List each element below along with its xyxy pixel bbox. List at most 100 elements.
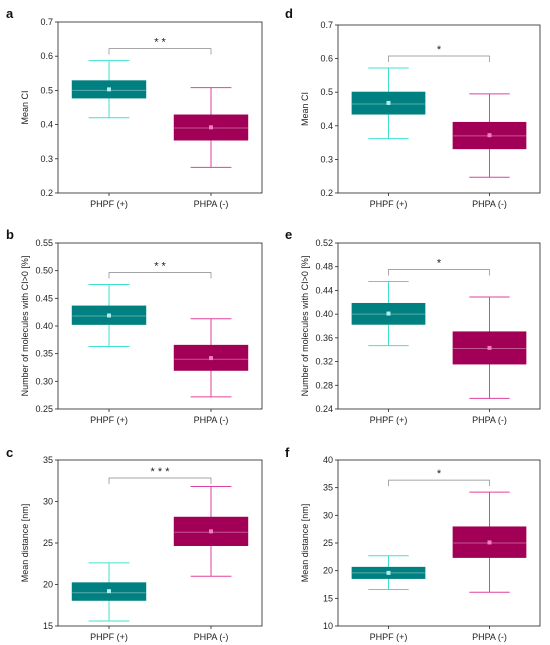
y-tick-label: 25 bbox=[43, 538, 53, 548]
significance-stars: * bbox=[437, 44, 442, 56]
x-tick-label: PHPF (+) bbox=[90, 415, 128, 425]
y-tick-label: 0.48 bbox=[315, 262, 333, 272]
panel-f: f 10 15 20 25 30 35 40 Mean distance [nm] PHPF (+… bbox=[285, 445, 541, 642]
x-tick-label: PHPA (-) bbox=[472, 199, 507, 209]
x-tick-label: PHPF (+) bbox=[90, 199, 128, 209]
box-phpf bbox=[71, 60, 147, 119]
plot-frame bbox=[57, 21, 263, 194]
panel-letter: a bbox=[6, 6, 14, 21]
y-tick-label: 15 bbox=[43, 621, 53, 631]
y-tick-label: 0.30 bbox=[35, 376, 53, 386]
panel-b: b 0.25 0.30 0.35 0.40 0.45 0.50 0.55 Number of m… bbox=[6, 227, 263, 425]
y-tick-label: 0.3 bbox=[320, 154, 333, 164]
panel-a: a 0.2 0.3 0.4 0.5 0.6 0.7 Mean CI PHPF (+) PHPA (… bbox=[6, 6, 263, 209]
y-tick-label: 0.40 bbox=[35, 321, 53, 331]
y-tick-label: 0.6 bbox=[320, 54, 333, 64]
mean-marker bbox=[386, 570, 391, 575]
y-tick-label: 0.3 bbox=[40, 154, 53, 164]
y-tick-label: 0.4 bbox=[40, 120, 53, 130]
y-tick-label: 0.5 bbox=[320, 87, 333, 97]
significance-bracket bbox=[388, 479, 490, 487]
y-tick-label: 0.40 bbox=[315, 309, 333, 319]
mean-marker bbox=[209, 529, 213, 534]
y-axis-label: Mean CI bbox=[300, 92, 310, 126]
box-phpa bbox=[452, 491, 527, 593]
y-axis-label: Mean distance [nm] bbox=[300, 504, 310, 583]
mean-marker bbox=[209, 125, 213, 130]
x-tick-label: PHPA (-) bbox=[472, 415, 507, 425]
mean-marker bbox=[107, 87, 111, 92]
mean-marker bbox=[487, 345, 492, 350]
y-tick-label: 25 bbox=[323, 538, 333, 548]
y-tick-label: 20 bbox=[43, 580, 53, 590]
y-tick-label: 10 bbox=[323, 621, 333, 631]
y-tick-label: 0.32 bbox=[315, 357, 333, 367]
x-tick-label: PHPA (-) bbox=[472, 632, 507, 642]
plot-frame bbox=[337, 24, 541, 194]
x-tick-label: PHPA (-) bbox=[194, 632, 229, 642]
panel-d: d 0.2 0.3 0.4 0.5 0.6 0.7 Mean CI PHPF (+) PHPA (… bbox=[285, 6, 541, 209]
mean-marker bbox=[487, 540, 492, 545]
y-tick-label: 30 bbox=[43, 497, 53, 507]
significance-bracket bbox=[108, 477, 212, 484]
y-tick-label: 0.2 bbox=[320, 188, 333, 198]
y-tick-label: 15 bbox=[323, 593, 333, 603]
significance-bracket bbox=[388, 269, 490, 276]
y-tick-label: 0.5 bbox=[40, 85, 53, 95]
mean-marker bbox=[209, 356, 213, 361]
y-tick-label: 35 bbox=[323, 483, 333, 493]
y-tick-label: 0.55 bbox=[35, 238, 53, 248]
significance-stars: * * bbox=[154, 37, 166, 49]
y-tick-label: 0.35 bbox=[35, 349, 53, 359]
y-tick-label: 0.2 bbox=[40, 188, 53, 198]
mean-marker bbox=[107, 313, 111, 318]
y-tick-label: 35 bbox=[43, 455, 53, 465]
box-phpf bbox=[351, 67, 426, 140]
panel-letter: c bbox=[6, 445, 13, 460]
y-tick-label: 0.45 bbox=[35, 293, 53, 303]
box-phpf bbox=[71, 562, 147, 622]
y-tick-label: 0.52 bbox=[315, 238, 333, 248]
significance-stars: * * * bbox=[151, 466, 171, 478]
box-phpf bbox=[351, 281, 426, 347]
box-phpf bbox=[351, 555, 426, 590]
mean-marker bbox=[386, 100, 391, 105]
x-tick-label: PHPF (+) bbox=[370, 632, 408, 642]
mean-marker bbox=[487, 133, 492, 138]
x-tick-label: PHPF (+) bbox=[370, 415, 408, 425]
significance-stars: * bbox=[437, 468, 442, 480]
panel-c: c 15 20 25 30 35 Mean distance [nm] PHPF (+) PHP… bbox=[6, 445, 263, 642]
box-phpf bbox=[71, 284, 147, 347]
y-tick-label: 20 bbox=[323, 566, 333, 576]
y-tick-label: 0.7 bbox=[320, 20, 333, 30]
panel-letter: b bbox=[6, 227, 14, 242]
significance-bracket bbox=[108, 272, 212, 279]
significance-stars: * bbox=[437, 258, 442, 270]
y-tick-label: 0.7 bbox=[40, 17, 53, 27]
y-tick-label: 0.4 bbox=[320, 121, 333, 131]
panel-letter: d bbox=[285, 6, 293, 21]
y-tick-label: 30 bbox=[323, 510, 333, 520]
y-tick-label: 0.28 bbox=[315, 380, 333, 390]
significance-bracket bbox=[388, 55, 490, 63]
significance-bracket bbox=[108, 48, 212, 55]
y-tick-label: 0.50 bbox=[35, 266, 53, 276]
box-phpa bbox=[452, 296, 527, 399]
y-axis-label: Mean distance [nm] bbox=[20, 504, 30, 583]
panel-e: e 0.24 0.28 0.32 0.36 0.40 0.44 0.48 0.52 Number … bbox=[285, 227, 541, 425]
y-tick-label: 40 bbox=[323, 455, 333, 465]
y-axis-label: Mean CI bbox=[20, 90, 30, 124]
y-tick-label: 0.24 bbox=[315, 404, 333, 414]
y-tick-label: 0.25 bbox=[35, 404, 53, 414]
mean-marker bbox=[386, 311, 391, 316]
y-tick-label: 0.36 bbox=[315, 333, 333, 343]
box-phpa bbox=[173, 87, 249, 168]
y-tick-label: 0.44 bbox=[315, 285, 333, 295]
mean-marker bbox=[107, 589, 111, 594]
y-axis-label: Number of molecules with CI>0 [%] bbox=[300, 256, 310, 397]
x-tick-label: PHPA (-) bbox=[194, 199, 229, 209]
box-phpa bbox=[173, 318, 249, 398]
y-tick-label: 0.6 bbox=[40, 51, 53, 61]
x-tick-label: PHPA (-) bbox=[194, 415, 229, 425]
